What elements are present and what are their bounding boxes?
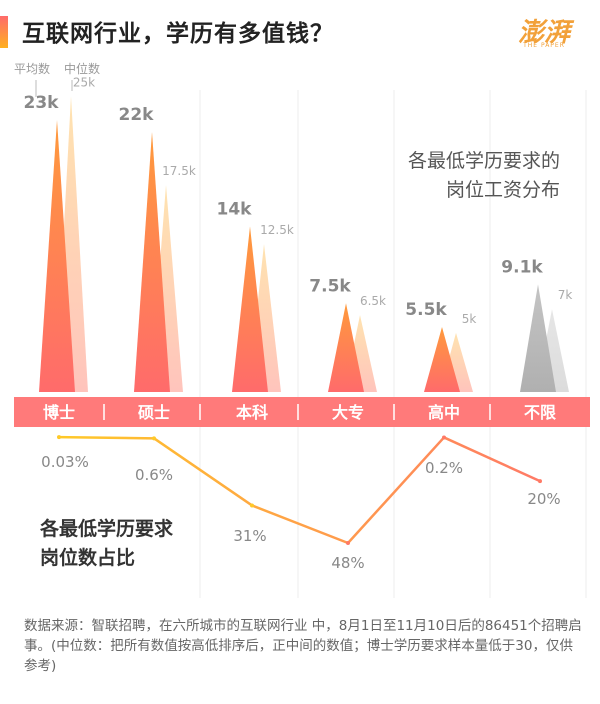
average-triangle-2 [232, 226, 268, 392]
category-label-3: 大专 [332, 403, 364, 422]
page-title: 互联网行业，学历有多值钱？ [22, 21, 334, 47]
average-triangle-0 [39, 120, 75, 392]
median-label-2: 12.5k [260, 223, 294, 237]
share-label-2: 31% [233, 527, 266, 545]
average-triangle-3 [328, 303, 364, 392]
average-triangle-5 [520, 284, 556, 392]
legend-average: 平均数 [14, 61, 50, 76]
share-label-3: 48% [331, 554, 364, 572]
share-point-5 [538, 479, 542, 484]
category-label-4: 高中 [428, 403, 460, 422]
salary-annotation-line-0: 各最低学历要求的 [408, 150, 560, 172]
average-label-3: 7.5k [309, 276, 351, 296]
share-point-0 [57, 435, 61, 440]
data-source-note: 数据来源：智联招聘，在六所城市的互联网行业 中，8月1日至11月10日后的864… [24, 618, 582, 674]
category-label-0: 博士 [43, 403, 75, 422]
share-annotation-line-0: 各最低学历要求 [39, 517, 174, 540]
share-point-3 [346, 541, 350, 545]
share-point-4 [442, 435, 446, 440]
title-accent-bar [0, 16, 8, 48]
education-salary-chart: 博士 硕士 本科 大专 高中 不限 0.03% 0.6% 31% 48% 0.2% 20% 各最低学历… [14, 61, 590, 598]
average-triangle-1 [134, 131, 170, 392]
category-label-5: 不限 [524, 403, 557, 422]
share-label-1: 0.6% [135, 466, 173, 484]
average-label-5: 9.1k [501, 257, 543, 277]
category-label-1: 硕士 [138, 403, 170, 422]
salary-annotation-line-1: 岗位工资分布 [446, 179, 560, 201]
median-label-5: 7k [558, 288, 573, 302]
average-label-4: 5.5k [405, 300, 447, 320]
logo-text: 澎湃 [517, 18, 570, 48]
category-label-2: 本科 [236, 403, 268, 422]
median-label-1: 17.5k [162, 164, 196, 178]
share-annotation-line-1: 岗位数占比 [40, 546, 135, 569]
share-label-4: 0.2% [425, 459, 463, 477]
brand-logo: 澎湃 THE PAPER [508, 12, 580, 52]
share-label-0: 0.03% [41, 453, 89, 471]
share-line [58, 435, 541, 545]
category-band [14, 397, 590, 427]
median-label-4: 5k [462, 312, 477, 326]
average-label-2: 14k [217, 199, 253, 219]
median-label-3: 6.5k [360, 294, 386, 308]
share-point-2 [250, 503, 254, 508]
legend-median: 中位数 [64, 61, 100, 76]
average-label-0: 23k [24, 93, 60, 113]
average-label-1: 22k [119, 105, 155, 125]
share-point-1 [152, 436, 156, 441]
share-label-5: 20% [527, 490, 560, 508]
median-label-0: 25k [73, 75, 95, 89]
average-triangle-4 [424, 326, 460, 392]
logo-subtext: THE PAPER [523, 42, 565, 49]
